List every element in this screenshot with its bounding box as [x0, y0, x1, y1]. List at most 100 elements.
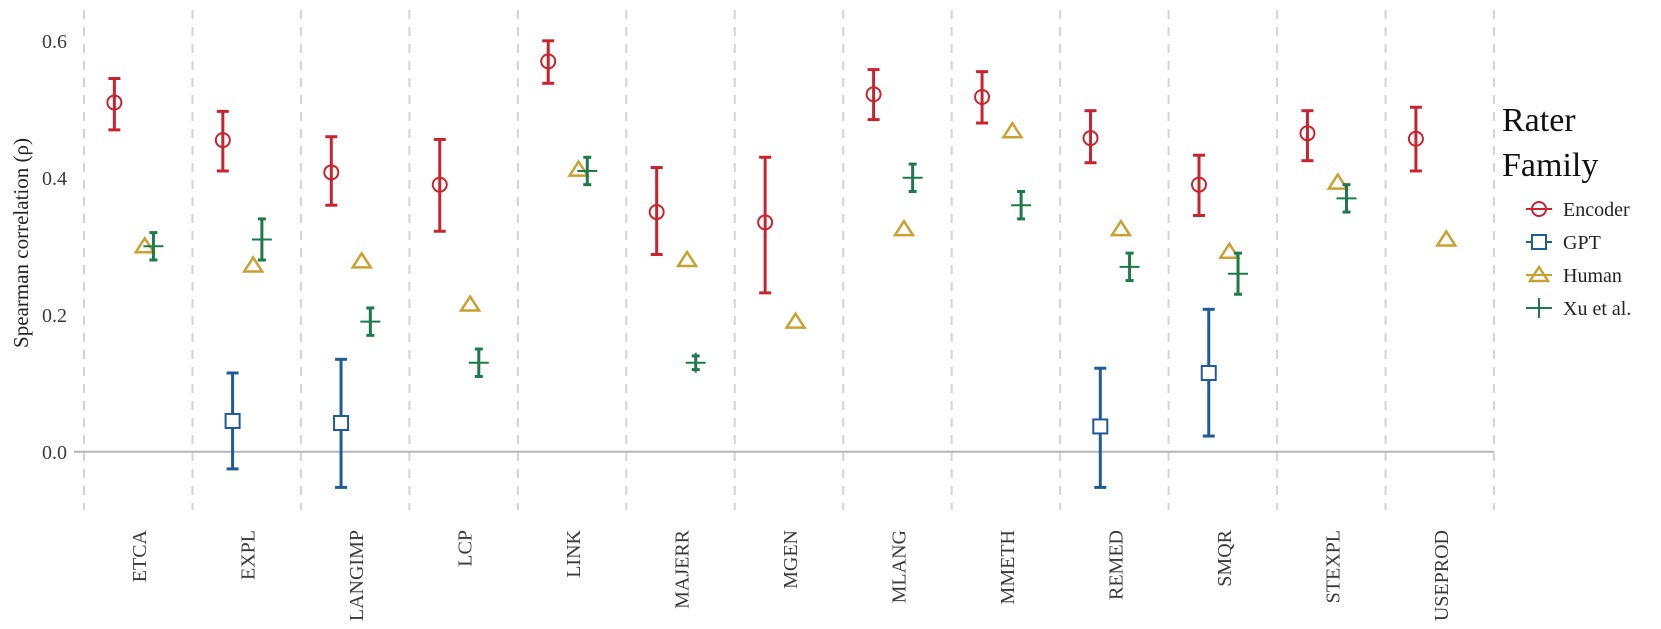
y-axis-ticks: 0.0 0.2 0.4 0.6: [42, 31, 67, 464]
encoder-point: [323, 164, 340, 181]
encoder-point: [431, 176, 448, 193]
x-tick-label-expl: EXPL: [238, 530, 260, 580]
xu-et-al-mark-expl: [251, 217, 272, 262]
xu-et-al-mark-majerr: [685, 352, 706, 373]
y-tick-label: 0.0: [42, 442, 67, 464]
human-point: [1001, 120, 1024, 139]
gpt-mark-smqr: [1200, 307, 1217, 438]
xu-et-al-point: [685, 352, 706, 373]
xu-et-al-point: [1011, 195, 1032, 216]
gpt-point: [224, 412, 241, 429]
x-tick-label-mlang: MLANG: [888, 530, 910, 603]
encoder-mark-mmeth: [974, 70, 991, 125]
legend-items: Encoder GPT Human Xu et al.: [1526, 199, 1631, 320]
xu-et-al-mark-langimp: [360, 306, 381, 337]
legend-item-encoder: Encoder: [1526, 199, 1630, 221]
xu-et-al-mark-mmeth: [1011, 190, 1032, 221]
human-mark-langimp: [350, 251, 373, 269]
vertical-grid: [83, 10, 1495, 510]
encoder-mark-expl: [214, 109, 231, 173]
human-mark-useprod: [1434, 229, 1458, 247]
xu-et-al-mark-mlang: [902, 162, 923, 194]
x-tick-label-remed: REMED: [1105, 530, 1127, 600]
xu-et-al-point: [251, 229, 272, 250]
human-point: [1218, 241, 1241, 260]
y-tick-label: 0.4: [42, 168, 67, 190]
legend: Rater Family Encoder GPT Human Xu et al.: [1502, 102, 1631, 320]
encoder-point: [214, 132, 231, 149]
human-point: [458, 294, 482, 312]
encoder-point: [1299, 125, 1316, 142]
human-mark-link: [567, 159, 590, 177]
legend-title-line-1: Rater: [1502, 102, 1576, 139]
human-mark-remed: [1109, 218, 1133, 237]
legend-xu-et-al-point: [1529, 298, 1549, 318]
legend-label-encoder: Encoder: [1563, 199, 1630, 221]
encoder-mark-remed: [1082, 109, 1099, 165]
legend-label-xu-et-al: Xu et al.: [1563, 298, 1631, 320]
human-mark-expl: [241, 255, 265, 273]
x-axis-ticks: ETCA EXPL LANGIMP LCP LINK MAJERR MGEN MLANG MME…: [129, 529, 1453, 621]
encoder-point: [865, 86, 882, 103]
legend-item-human: Human: [1526, 264, 1622, 287]
y-tick-label: 0.6: [42, 31, 67, 53]
human-mark-mgen: [784, 311, 807, 329]
encoder-mark-link: [540, 39, 557, 85]
encoder-mark-mlang: [865, 68, 882, 122]
human-point: [784, 311, 807, 329]
series-human: [133, 120, 1458, 329]
human-point: [1109, 218, 1133, 237]
encoder-mark-etca: [106, 76, 123, 132]
gpt-point: [333, 415, 350, 432]
human-point: [675, 249, 699, 268]
gpt-point: [1092, 418, 1109, 435]
encoder-point: [106, 94, 123, 111]
encoder-point: [648, 204, 665, 221]
human-point: [1434, 229, 1458, 247]
xu-et-al-point: [360, 311, 381, 332]
encoder-point: [1082, 130, 1099, 147]
gpt-mark-langimp: [333, 357, 350, 489]
human-mark-mlang: [892, 218, 916, 237]
legend-title-line-2: Family: [1502, 147, 1598, 184]
xu-et-al-mark-smqr: [1228, 251, 1249, 296]
series-xu-et-al: [143, 155, 1357, 378]
x-tick-label-majerr: MAJERR: [672, 529, 694, 609]
xu-et-al-point: [1228, 263, 1249, 284]
xu-et-al-point: [468, 352, 489, 373]
xu-et-al-mark-link: [577, 155, 598, 187]
encoder-mark-stexpl: [1299, 109, 1316, 163]
x-tick-label-mgen: MGEN: [780, 530, 802, 589]
x-tick-label-etca: ETCA: [129, 529, 151, 582]
encoder-mark-majerr: [648, 166, 665, 257]
human-mark-stexpl: [1326, 172, 1350, 190]
xu-et-al-mark-lcp: [468, 347, 489, 378]
x-tick-label-useprod: USEPROD: [1431, 530, 1453, 621]
human-point: [567, 159, 590, 177]
encoder-point: [1190, 176, 1207, 193]
legend-gpt-point: [1531, 234, 1547, 250]
human-point: [241, 255, 265, 273]
gpt-mark-remed: [1092, 366, 1109, 489]
data-marks: [106, 39, 1458, 489]
human-point: [892, 218, 916, 237]
series-encoder: [106, 39, 1424, 295]
xu-et-al-point: [577, 160, 598, 181]
xu-et-al-point: [902, 167, 923, 188]
x-tick-label-smqr: SMQR: [1214, 529, 1236, 586]
gpt-mark-expl: [224, 371, 241, 471]
legend-item-gpt: GPT: [1526, 232, 1601, 254]
encoder-point: [540, 53, 557, 70]
xu-et-al-point: [143, 236, 164, 257]
x-tick-label-stexpl: STEXPL: [1322, 530, 1344, 603]
human-mark-lcp: [458, 294, 482, 312]
human-mark-mmeth: [1001, 120, 1024, 139]
encoder-mark-langimp: [323, 135, 340, 207]
human-point: [1326, 172, 1350, 190]
legend-human-point: [1527, 264, 1551, 283]
legend-encoder-point: [1531, 201, 1547, 217]
y-axis-title: Spearman correlation (ρ): [9, 138, 33, 348]
human-point: [350, 251, 373, 269]
x-tick-label-lcp: LCP: [455, 530, 477, 567]
